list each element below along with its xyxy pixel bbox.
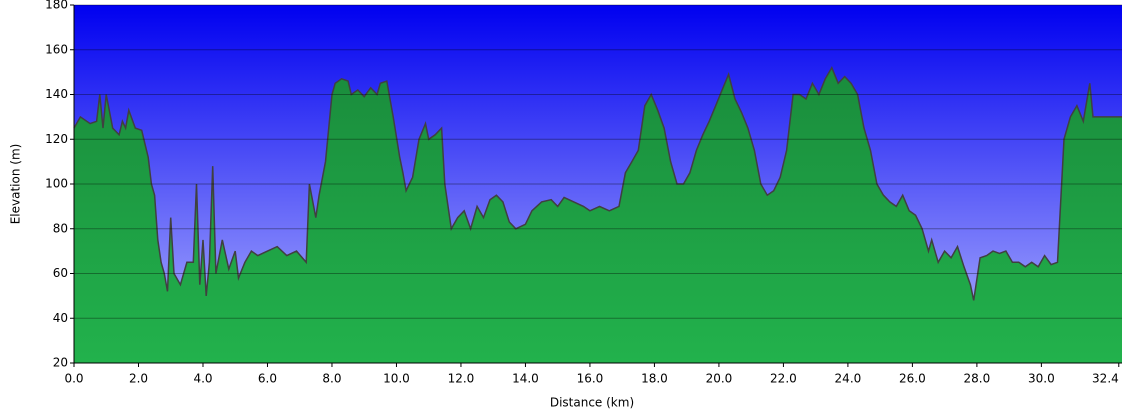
x-tick-label: 30.0: [1028, 372, 1055, 386]
x-tick-label: 16.0: [577, 372, 604, 386]
y-tick-label: 140: [45, 87, 68, 101]
x-tick-label: 14.0: [512, 372, 539, 386]
x-tick-label: 8.0: [322, 372, 341, 386]
y-tick-label: 60: [53, 266, 68, 280]
x-tick-label: 20.0: [706, 372, 733, 386]
y-axis-label: Elevation (m): [9, 144, 23, 225]
y-tick-label: 180: [45, 0, 68, 12]
y-tick-label: 80: [53, 221, 68, 235]
x-tick-label: 32.4: [1092, 372, 1119, 386]
elevation-line: [73, 66, 1122, 301]
x-tick-label: 4.0: [193, 372, 212, 386]
x-tick-label: 18.0: [641, 372, 668, 386]
y-tick-label: 20: [53, 356, 68, 370]
x-tick-label: 2.0: [129, 372, 148, 386]
x-axis-label: Distance (km): [550, 396, 634, 410]
elevation-area: [74, 67, 1122, 363]
x-tick-label: 22.0: [770, 372, 797, 386]
x-tick-label: 26.0: [899, 372, 926, 386]
x-tick-label: 10.0: [383, 372, 410, 386]
y-tick-label: 160: [45, 42, 68, 56]
y-tick-label: 100: [45, 177, 68, 191]
y-tick-label: 40: [53, 311, 68, 325]
x-tick-label: 24.0: [835, 372, 862, 386]
x-tick-label: 0.0: [64, 372, 83, 386]
x-tick-label: 6.0: [258, 372, 277, 386]
x-tick-label: 28.0: [964, 372, 991, 386]
y-tick-label: 120: [45, 132, 68, 146]
x-tick-label: 12.0: [448, 372, 475, 386]
